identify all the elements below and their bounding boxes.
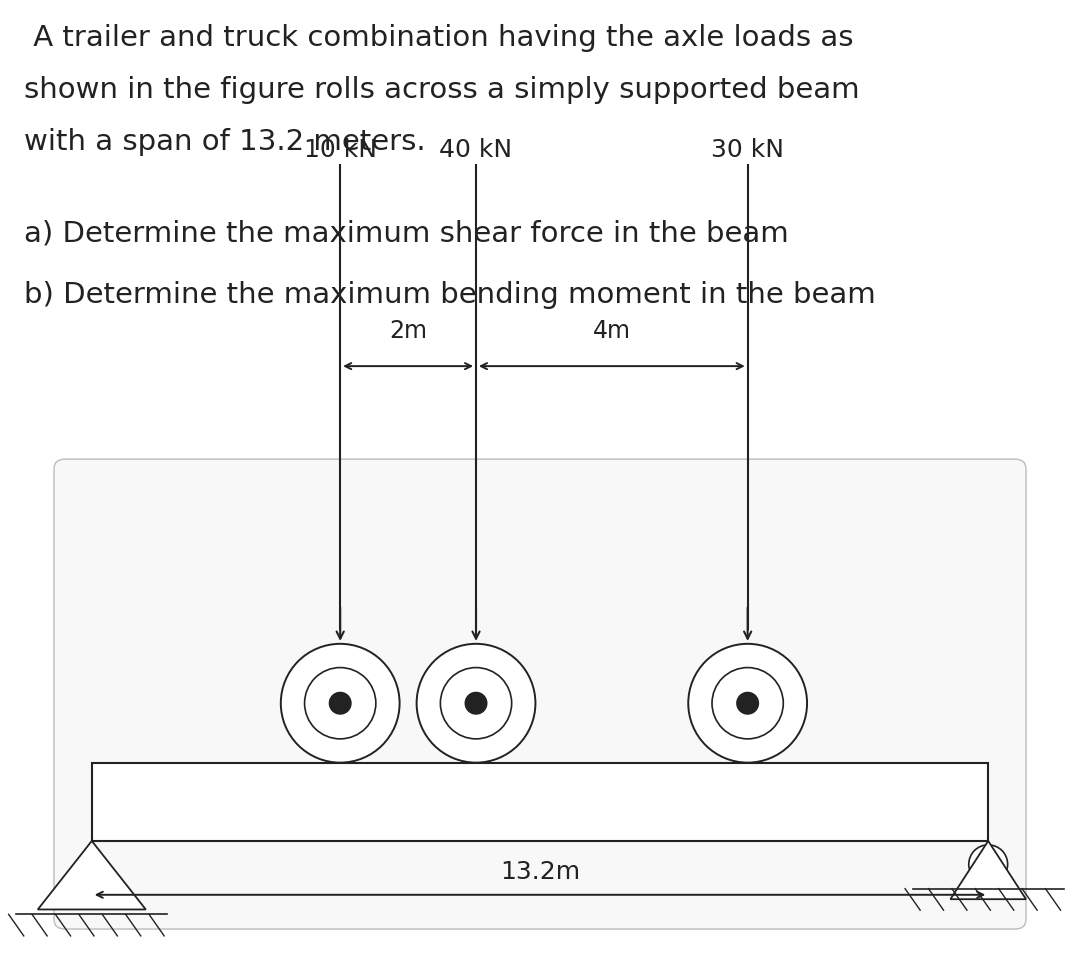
Ellipse shape	[737, 692, 758, 714]
Ellipse shape	[465, 692, 487, 714]
Text: with a span of 13.2 meters.: with a span of 13.2 meters.	[24, 128, 426, 156]
Text: 10 kN: 10 kN	[303, 137, 377, 161]
Ellipse shape	[417, 645, 536, 763]
Bar	[92, 763, 988, 841]
Ellipse shape	[305, 668, 376, 739]
Text: 40 kN: 40 kN	[440, 137, 513, 161]
Text: 13.2m: 13.2m	[500, 859, 580, 883]
Ellipse shape	[712, 668, 783, 739]
Text: a) Determine the maximum shear force in the beam: a) Determine the maximum shear force in …	[24, 219, 788, 247]
Ellipse shape	[688, 645, 807, 763]
Ellipse shape	[281, 645, 400, 763]
Polygon shape	[950, 841, 1026, 900]
Ellipse shape	[329, 692, 351, 714]
FancyBboxPatch shape	[54, 460, 1026, 929]
Text: 2m: 2m	[389, 318, 427, 342]
Text: 30 kN: 30 kN	[711, 137, 784, 161]
Ellipse shape	[441, 668, 512, 739]
Text: 4m: 4m	[593, 318, 631, 342]
Ellipse shape	[969, 845, 1008, 884]
Polygon shape	[38, 841, 146, 910]
Text: shown in the figure rolls across a simply supported beam: shown in the figure rolls across a simpl…	[24, 76, 860, 105]
Text: A trailer and truck combination having the axle loads as: A trailer and truck combination having t…	[24, 24, 853, 53]
Text: b) Determine the maximum bending moment in the beam: b) Determine the maximum bending moment …	[24, 281, 876, 309]
